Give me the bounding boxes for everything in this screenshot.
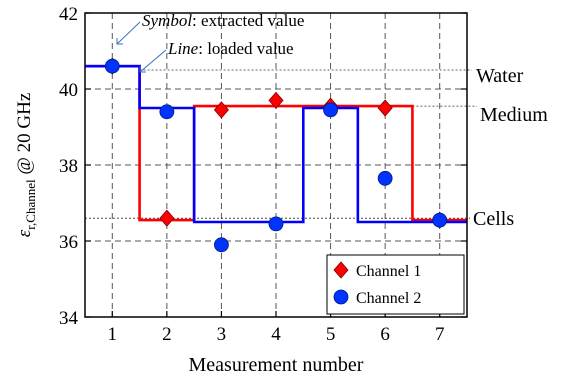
x-tick-label: 4 (271, 324, 281, 345)
point-channel-2 (104, 58, 120, 74)
legend-box (326, 254, 465, 315)
point-channel-1 (268, 91, 284, 110)
legend: Channel 1 Channel 2 (326, 254, 465, 315)
x-tick-label: 3 (217, 324, 227, 345)
annotations: Symbol: extracted value Line: loaded val… (116, 11, 304, 73)
legend-channel-1-marker (333, 261, 349, 279)
x-tick-label: 6 (380, 324, 390, 345)
point-channel-2 (214, 237, 229, 253)
y-axis-label: εr,Channel @ 20 GHz (14, 93, 38, 238)
annotation-symbol: Symbol: extracted value (142, 11, 304, 30)
reference-label-cells: Cells (473, 208, 514, 230)
point-channel-1 (377, 99, 393, 117)
step-line-channel-1-loaded (85, 64, 467, 222)
legend-channel-2-marker (333, 289, 349, 305)
point-channel-1 (159, 209, 175, 227)
x-tick-label: 2 (162, 324, 172, 345)
point-channel-2 (159, 104, 175, 120)
reference-label-water: Water (476, 65, 524, 87)
y-tick-label: 34 (59, 308, 79, 329)
reference-label-medium: Medium (480, 104, 548, 126)
y-tick-label: 42 (59, 4, 78, 25)
x-tick-label: 5 (326, 324, 336, 345)
reference-labels: Water Medium Cells (473, 65, 548, 230)
y-tick-label: 40 (59, 80, 78, 101)
point-channel-2 (323, 102, 338, 118)
legend-channel-1-label: Channel 1 (356, 263, 421, 280)
annotation-line: Line: loaded value (167, 39, 294, 58)
legend-channel-2-label: Channel 2 (356, 290, 421, 307)
data-points (104, 57, 448, 253)
point-channel-2 (268, 216, 284, 232)
y-tick-label: 36 (59, 232, 78, 253)
x-axis-label: Measurement number (189, 354, 364, 376)
x-tick-label: 1 (108, 324, 118, 345)
x-tick-label: 7 (435, 324, 445, 345)
point-channel-1 (213, 101, 229, 119)
annotation-arrow-symbol (116, 21, 141, 45)
point-channel-2 (377, 170, 393, 186)
y-tick-labels: 34 36 38 40 42 (59, 4, 79, 329)
annotation-arrow-line (139, 49, 167, 73)
x-tick-labels: 1 2 3 4 5 6 7 (108, 324, 445, 345)
y-tick-label: 38 (59, 156, 78, 177)
point-channel-2 (432, 212, 448, 228)
